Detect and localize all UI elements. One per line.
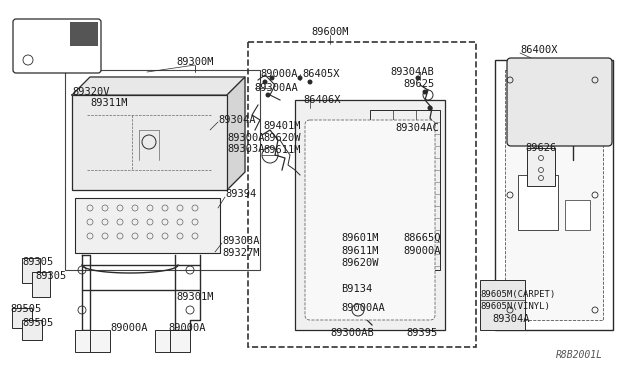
Text: R8B2001L: R8B2001L	[556, 350, 603, 360]
Text: 89305: 89305	[22, 257, 53, 267]
Bar	[248, 42, 476, 347]
Text: 89304AC: 89304AC	[395, 123, 439, 133]
Text: 86400X: 86400X	[520, 45, 557, 55]
Text: 89505: 89505	[10, 304, 41, 314]
Circle shape	[415, 76, 420, 80]
Bar	[75, 330, 95, 352]
Bar	[75, 198, 220, 253]
Bar	[90, 330, 110, 352]
Text: 89626: 89626	[525, 143, 556, 153]
Text: 89300A: 89300A	[227, 133, 264, 143]
Text: 89000AA: 89000AA	[341, 303, 385, 313]
FancyBboxPatch shape	[13, 19, 101, 73]
Text: 89305: 89305	[35, 271, 67, 281]
Polygon shape	[295, 100, 445, 330]
Text: 89304AB: 89304AB	[390, 67, 434, 77]
Text: 89327M: 89327M	[222, 248, 259, 258]
Bar	[70, 22, 98, 46]
Circle shape	[428, 106, 433, 110]
Bar	[295, 100, 445, 330]
Text: 89303A: 89303A	[222, 236, 259, 246]
Bar	[170, 330, 190, 352]
Text: 89000A: 89000A	[110, 323, 147, 333]
Polygon shape	[72, 95, 227, 190]
Text: 88665Q: 88665Q	[403, 233, 440, 243]
Text: 89300AA: 89300AA	[254, 83, 298, 93]
Bar	[565, 200, 590, 230]
FancyBboxPatch shape	[507, 58, 612, 146]
FancyBboxPatch shape	[305, 120, 435, 320]
Text: 86406X: 86406X	[303, 95, 340, 105]
Circle shape	[269, 76, 275, 80]
Text: 89311M: 89311M	[90, 98, 127, 108]
Text: 89301M: 89301M	[176, 292, 214, 302]
Text: 89505: 89505	[22, 318, 53, 328]
Text: 89320V: 89320V	[72, 87, 109, 97]
Text: 89620W: 89620W	[263, 133, 301, 143]
Text: 86405X: 86405X	[302, 69, 339, 79]
Text: 89304A: 89304A	[492, 314, 529, 324]
Bar	[370, 110, 440, 270]
Text: 89394: 89394	[225, 189, 256, 199]
Bar	[12, 308, 32, 328]
Text: 89600M: 89600M	[311, 27, 349, 37]
Circle shape	[298, 76, 303, 80]
Circle shape	[266, 93, 271, 97]
Polygon shape	[227, 77, 245, 190]
Text: 89300AB: 89300AB	[330, 328, 374, 338]
Text: 89395: 89395	[406, 328, 437, 338]
Text: 89401M: 89401M	[263, 121, 301, 131]
Bar	[32, 272, 50, 297]
Bar	[505, 70, 603, 320]
Bar	[518, 175, 558, 230]
Bar	[22, 320, 42, 340]
Bar	[495, 60, 613, 330]
Text: 89620W: 89620W	[341, 258, 378, 268]
Bar	[480, 280, 525, 330]
Text: 89611M: 89611M	[341, 246, 378, 256]
Bar	[527, 148, 555, 186]
Bar	[22, 258, 40, 283]
Text: 89000A: 89000A	[168, 323, 205, 333]
Text: 89304A: 89304A	[218, 115, 255, 125]
Bar	[65, 70, 260, 270]
Text: 89000A: 89000A	[403, 246, 440, 256]
Text: B9134: B9134	[341, 284, 372, 294]
Circle shape	[307, 80, 312, 84]
Circle shape	[422, 90, 428, 94]
Bar	[72, 95, 227, 190]
Text: 89605N(VINYL): 89605N(VINYL)	[480, 302, 550, 311]
Text: 89625: 89625	[403, 79, 435, 89]
Text: 89601M: 89601M	[341, 233, 378, 243]
Text: 89605M(CARPET): 89605M(CARPET)	[480, 291, 556, 299]
Bar	[155, 330, 175, 352]
Polygon shape	[72, 77, 245, 95]
Polygon shape	[511, 62, 608, 142]
Text: 89000A: 89000A	[260, 69, 298, 79]
Text: 89300M: 89300M	[176, 57, 214, 67]
Circle shape	[262, 80, 268, 84]
Text: 89611M: 89611M	[263, 145, 301, 155]
Text: 89303A: 89303A	[227, 144, 264, 154]
